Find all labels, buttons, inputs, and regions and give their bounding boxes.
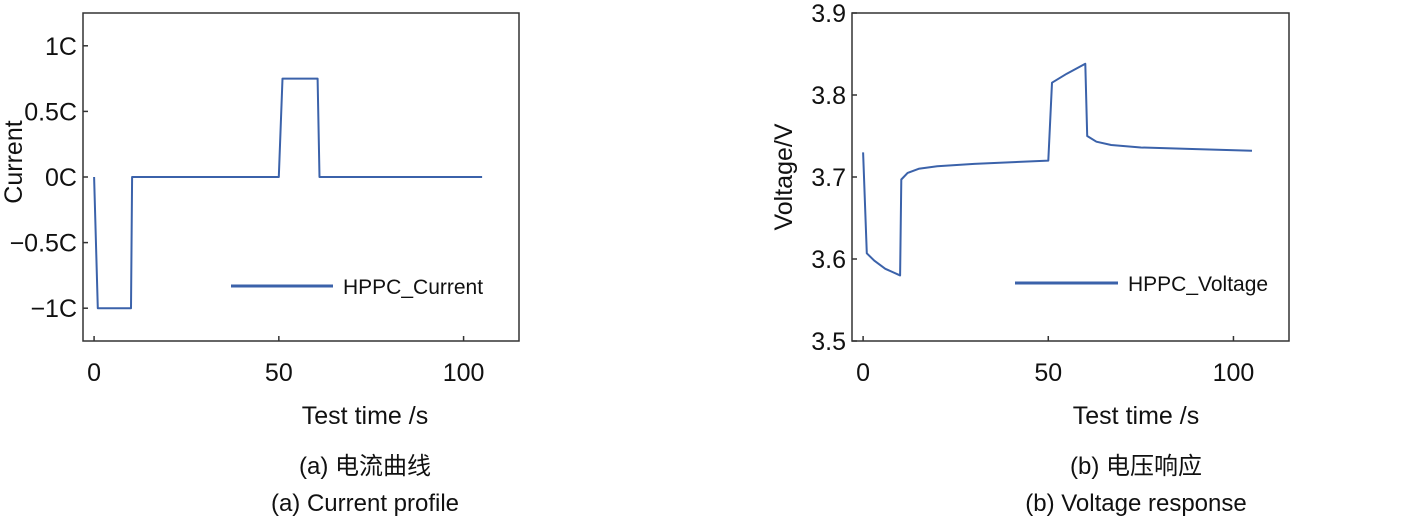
y-axis-label: Voltage/V xyxy=(770,123,798,230)
y-tick-label: 1C xyxy=(45,33,77,61)
x-axis-label: Test time /s xyxy=(302,402,428,430)
voltage-chart: Voltage/V Test time /s (b) 电压响应 (b) Volt… xyxy=(770,0,1290,517)
y-axis-label: Current xyxy=(0,120,28,203)
y-tick-label: 3.6 xyxy=(811,246,846,274)
caption-cn: (b) 电压响应 xyxy=(1070,453,1202,480)
y-tick-label: 3.8 xyxy=(811,82,846,110)
series-line-hppc_current xyxy=(93,77,483,310)
x-tick-label: 100 xyxy=(1213,359,1255,387)
x-tick-label: 50 xyxy=(265,359,293,387)
caption-en: (a) Current profile xyxy=(271,490,459,517)
y-tick-label: −0.5C xyxy=(10,230,77,258)
x-tick-label: 0 xyxy=(856,359,870,387)
x-axis-label: Test time /s xyxy=(1073,402,1199,430)
y-tick-label: 3.7 xyxy=(811,164,846,192)
legend-label: HPPC_Voltage xyxy=(1128,273,1268,296)
y-tick-label: 3.5 xyxy=(811,328,846,356)
current-chart: Current Test time /s (a) 电流曲线 (a) Curren… xyxy=(0,12,520,517)
legend-label: HPPC_Current xyxy=(343,276,483,299)
y-tick-label: 3.9 xyxy=(811,0,846,28)
caption-cn: (a) 电流曲线 xyxy=(299,453,431,480)
y-tick-label: −1C xyxy=(30,295,77,323)
caption-en: (b) Voltage response xyxy=(1025,490,1246,517)
y-tick-label: 0C xyxy=(45,164,77,192)
y-tick-label: 0.5C xyxy=(24,98,77,126)
x-tick-label: 50 xyxy=(1034,359,1062,387)
x-tick-label: 100 xyxy=(443,359,485,387)
x-tick-label: 0 xyxy=(87,359,101,387)
series-line-hppc_voltage xyxy=(862,62,1253,277)
